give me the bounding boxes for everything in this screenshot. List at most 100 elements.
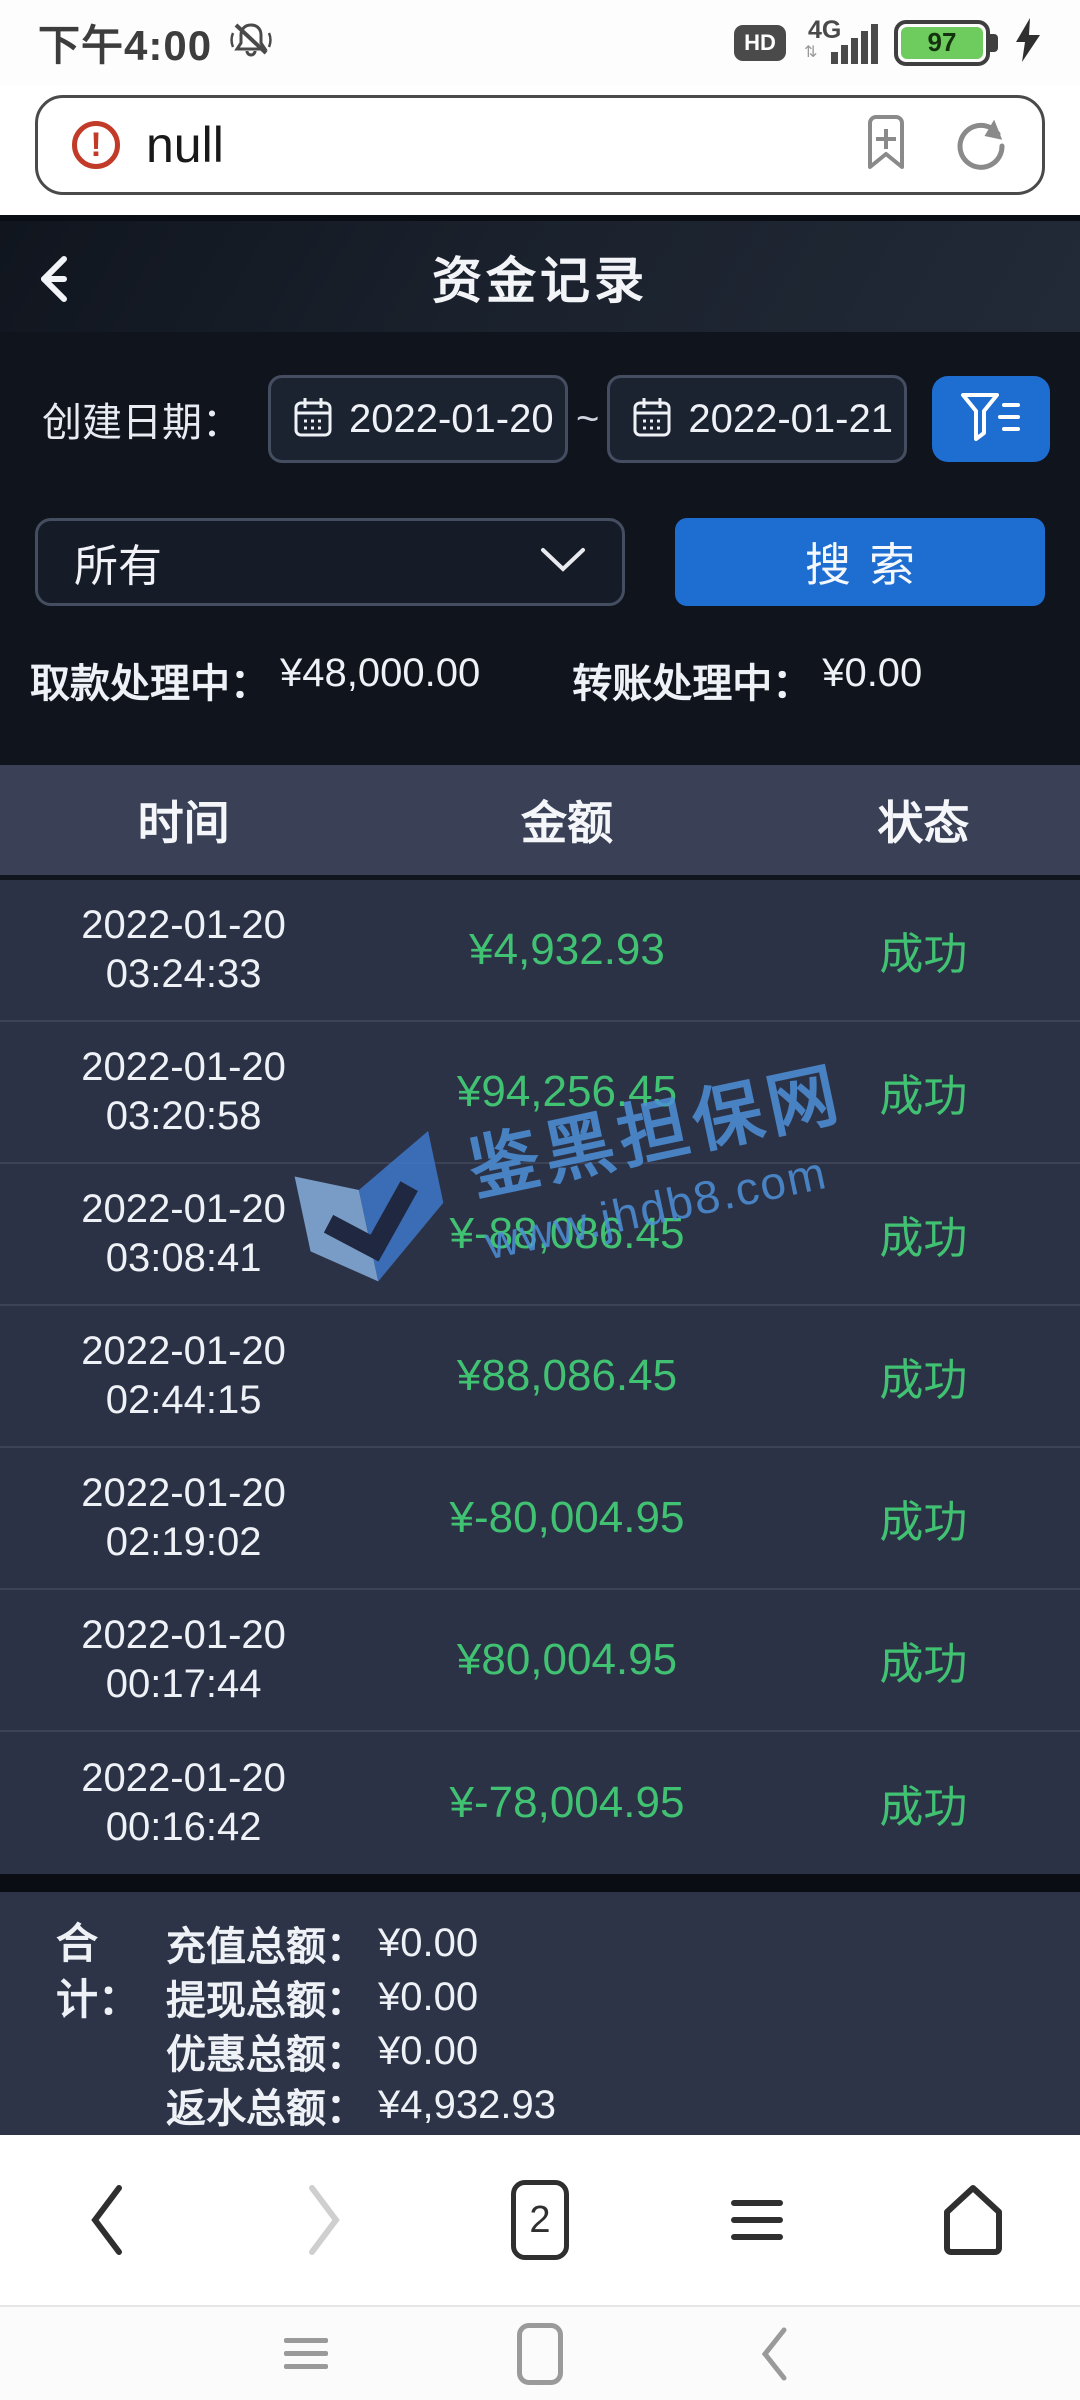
cell-amount: ¥-88,086.45: [449, 1209, 685, 1258]
calendar-icon: [293, 396, 333, 443]
mute-bell-icon: [230, 19, 272, 66]
summary-item-value: ¥0.00: [378, 1920, 479, 1965]
cell-status: 成功: [879, 1072, 968, 1121]
fund-records-page: 资金记录 创建日期： 2022-01-20 ~: [0, 215, 1080, 2135]
back-button[interactable]: [34, 251, 90, 307]
cell-time: 02:19:02: [105, 1520, 262, 1564]
section-divider: [0, 1874, 1080, 1892]
cell-status: 成功: [879, 1356, 968, 1405]
date-label: 创建日期：: [42, 401, 242, 445]
cell-time: 03:24:33: [105, 952, 262, 996]
summary-panel: 合计： 充值总额： ¥0.00 提现总额： ¥0.00 优惠总额： ¥0.00 …: [0, 1892, 1080, 2135]
system-back-button[interactable]: [748, 2321, 800, 2387]
cell-amount: ¥88,086.45: [456, 1351, 678, 1400]
transfer-processing-label: 转账处理中：: [572, 662, 813, 706]
type-select[interactable]: 所有: [35, 518, 625, 606]
hd-badge: HD: [734, 24, 786, 61]
search-button[interactable]: 搜索: [675, 518, 1045, 606]
summary-item-label: 提现总额：: [166, 1979, 366, 2023]
cell-amount: ¥4,932.93: [469, 925, 665, 974]
cell-date: 2022-01-20: [81, 1613, 286, 1657]
date-filter-row: 创建日期： 2022-01-20 ~: [0, 375, 1080, 463]
refresh-icon[interactable]: [954, 116, 1008, 175]
network-label: 4G: [808, 15, 842, 44]
summary-item-value: ¥0.00: [378, 2028, 479, 2073]
tabs-button[interactable]: 2: [505, 2175, 575, 2265]
charging-bolt-icon: [1014, 18, 1042, 67]
status-bar: 下午4:00 HD 4G ⇅ 97: [0, 0, 1080, 85]
col-amount: 金额: [520, 797, 613, 849]
table-row: 2022-01-20 02:19:02 ¥-80,004.95 成功: [0, 1448, 1080, 1590]
type-filter-row: 所有 搜索: [0, 518, 1080, 606]
summary-item-value: ¥4,932.93: [378, 2082, 556, 2127]
system-nav: [0, 2305, 1080, 2400]
summary-item-label: 返水总额：: [166, 2087, 366, 2131]
cell-date: 2022-01-20: [81, 1471, 286, 1515]
cell-time: 03:08:41: [105, 1236, 262, 1280]
address-bar[interactable]: ! null: [35, 95, 1045, 195]
url-text[interactable]: null: [146, 117, 224, 173]
select-value: 所有: [74, 542, 162, 591]
system-menu-button[interactable]: [280, 2321, 332, 2387]
home-button[interactable]: [938, 2175, 1008, 2265]
withdraw-processing-value: ¥48,000.00: [280, 651, 481, 695]
table-row: 2022-01-20 03:20:58 ¥94,256.45 成功: [0, 1022, 1080, 1164]
page-title: 资金记录: [432, 252, 648, 309]
summary-item-label: 优惠总额：: [166, 2033, 366, 2077]
menu-button[interactable]: [722, 2175, 792, 2265]
cell-amount: ¥80,004.95: [456, 1635, 678, 1684]
cell-date: 2022-01-20: [81, 1329, 286, 1373]
cell-time: 00:17:44: [105, 1662, 262, 1706]
signal-bars-icon: [831, 23, 878, 64]
system-home-button[interactable]: [514, 2321, 566, 2387]
cell-amount: ¥94,256.45: [456, 1067, 678, 1116]
summary-item-label: 充值总额：: [166, 1925, 366, 1969]
address-bar-zone: ! null: [0, 85, 1080, 215]
bookmark-add-icon[interactable]: [860, 114, 912, 176]
nav-forward-button[interactable]: [289, 2175, 359, 2265]
battery-icon: 97: [894, 19, 998, 66]
date-from-input[interactable]: 2022-01-20: [268, 375, 568, 463]
col-status: 状态: [877, 797, 970, 849]
cell-time: 02:44:15: [105, 1378, 262, 1422]
records-table: 2022-01-20 03:24:33 ¥4,932.93 成功 2022-01-…: [0, 880, 1080, 1874]
table-header: 时间 金额 状态: [0, 765, 1080, 880]
summary-item-value: ¥0.00: [378, 1974, 479, 2019]
cell-status: 成功: [879, 930, 968, 979]
table-row: 2022-01-20 00:17:44 ¥80,004.95 成功: [0, 1590, 1080, 1732]
summary-item: 优惠总额： ¥0.00: [166, 2024, 556, 2078]
cell-date: 2022-01-20: [81, 903, 286, 947]
filter-icon: [960, 391, 1022, 448]
date-range-separator: ~: [576, 396, 600, 441]
date-to-input[interactable]: 2022-01-21: [607, 375, 908, 463]
data-arrows-icon: ⇅: [804, 43, 817, 61]
clock-label: 下午4:00: [38, 22, 213, 69]
table-row: 2022-01-20 03:08:41 ¥-88,086.45 成功: [0, 1164, 1080, 1306]
cell-amount: ¥-78,004.95: [449, 1778, 685, 1827]
cell-status: 成功: [879, 1214, 968, 1263]
cell-date: 2022-01-20: [81, 1756, 286, 1800]
battery-percent: 97: [901, 26, 983, 59]
cell-time: 00:16:42: [105, 1805, 262, 1849]
cell-date: 2022-01-20: [81, 1187, 286, 1231]
nav-back-button[interactable]: [72, 2175, 142, 2265]
filter-button[interactable]: [932, 376, 1050, 462]
site-alert-icon: !: [72, 121, 120, 169]
summary-item: 充值总额： ¥0.00: [166, 1916, 556, 1970]
chevron-down-icon: [540, 547, 586, 578]
table-row: 2022-01-20 00:16:42 ¥-78,004.95 成功: [0, 1732, 1080, 1874]
4g-signal-icon: 4G ⇅: [802, 16, 878, 66]
table-row: 2022-01-20 03:24:33 ¥4,932.93 成功: [0, 880, 1080, 1022]
tab-count: 2: [529, 2198, 551, 2241]
summary-item: 返水总额： ¥4,932.93: [166, 2078, 556, 2132]
cell-status: 成功: [879, 1498, 968, 1547]
cell-amount: ¥-80,004.95: [449, 1493, 685, 1542]
date-from-value: 2022-01-20: [349, 396, 554, 441]
calendar-icon: [632, 396, 672, 443]
transfer-processing-value: ¥0.00: [822, 651, 923, 695]
date-to-value: 2022-01-21: [688, 396, 893, 441]
col-time: 时间: [137, 797, 230, 849]
summary-item: 提现总额： ¥0.00: [166, 1970, 556, 2024]
cell-date: 2022-01-20: [81, 1045, 286, 1089]
cell-status: 成功: [879, 1640, 968, 1689]
